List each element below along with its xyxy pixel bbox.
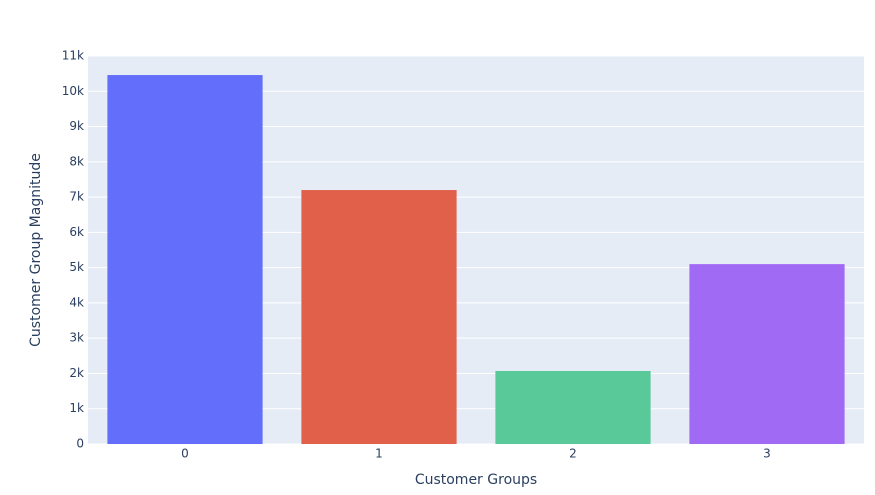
y-tick-label: 1k: [69, 401, 84, 415]
x-axis-title: Customer Groups: [415, 472, 537, 488]
y-tick-label: 5k: [69, 260, 84, 274]
bar: [107, 75, 263, 444]
bar: [301, 190, 457, 444]
bar: [495, 370, 651, 444]
y-tick-label: 3k: [69, 331, 84, 345]
x-tick-label: 3: [763, 447, 771, 461]
y-tick-label: 0: [76, 437, 84, 451]
bar: [689, 264, 845, 444]
y-tick-label: 9k: [69, 119, 84, 133]
y-axis-title: Customer Group Magnitude: [28, 153, 44, 347]
y-tick-label: 4k: [69, 295, 84, 309]
y-tick-label: 11k: [62, 49, 84, 63]
y-tick-label: 10k: [62, 84, 84, 98]
y-tick-label: 8k: [69, 154, 84, 168]
x-tick-label: 1: [375, 447, 383, 461]
x-tick-label: 0: [181, 447, 189, 461]
y-tick-label: 7k: [69, 190, 84, 204]
y-tick-label: 6k: [69, 225, 84, 239]
x-tick-label: 2: [569, 447, 577, 461]
y-tick-label: 2k: [69, 366, 84, 380]
